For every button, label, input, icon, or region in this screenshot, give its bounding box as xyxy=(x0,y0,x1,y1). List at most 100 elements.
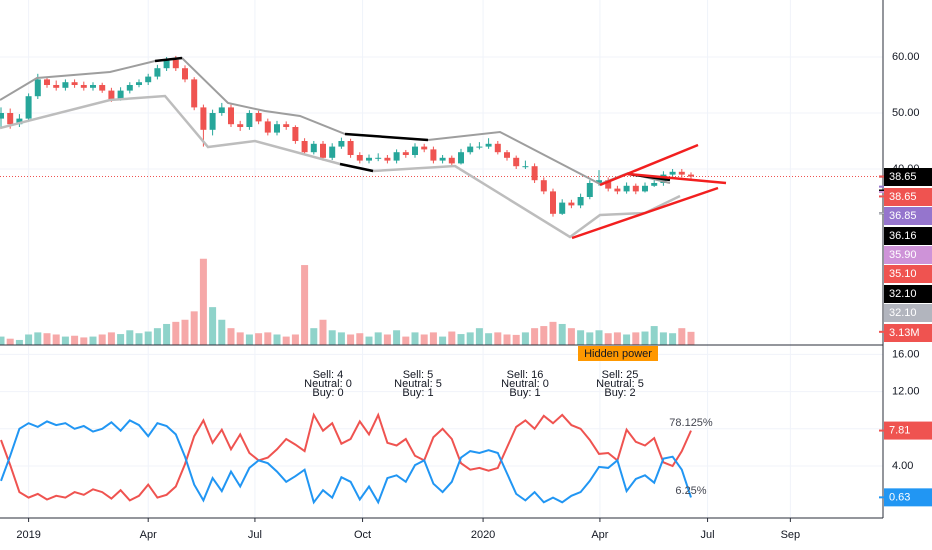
candle-body xyxy=(559,202,566,214)
candle-body xyxy=(108,90,115,100)
y-tick-label: 16.00 xyxy=(892,348,920,360)
volume-bar xyxy=(669,333,677,345)
value-label: 6.25% xyxy=(675,485,706,497)
volume-bar xyxy=(15,339,23,345)
volume-bar xyxy=(6,338,14,345)
price-marker-box xyxy=(884,168,932,186)
volume-bar xyxy=(328,330,336,345)
candle-body xyxy=(228,107,234,125)
candle-body xyxy=(237,124,244,128)
volume-bar xyxy=(236,332,244,345)
candle-body xyxy=(292,127,299,142)
volume-bar xyxy=(153,328,161,345)
black-segment xyxy=(154,56,183,63)
volume-bar xyxy=(52,334,60,345)
price-marker-box xyxy=(884,285,932,303)
candle-body xyxy=(274,124,280,133)
candle-body xyxy=(448,157,455,164)
volume-bar xyxy=(503,334,511,345)
candle-body xyxy=(0,113,4,119)
candle-body xyxy=(264,121,271,133)
volume-bar xyxy=(301,265,309,345)
trend-drawings xyxy=(0,56,727,240)
y-tick-label: 50.00 xyxy=(892,107,920,119)
candle-body xyxy=(99,85,106,91)
candle-body xyxy=(71,82,78,86)
candle-body xyxy=(540,180,547,192)
price-marker-label: 36.16 xyxy=(889,230,917,242)
price-marker-label: 32.10 xyxy=(889,288,917,300)
price-marker-box xyxy=(884,188,932,206)
volume-bar xyxy=(411,332,419,345)
price-marker-label: 38.65 xyxy=(889,191,917,203)
signal-count: Buy: 1 xyxy=(509,387,540,399)
price-marker-box xyxy=(884,227,932,245)
candle-body xyxy=(25,96,32,119)
candle-body xyxy=(688,174,694,177)
volume-bar xyxy=(264,332,272,345)
price-marker-box xyxy=(884,421,932,440)
candle-body xyxy=(678,171,685,175)
candle-body xyxy=(412,146,418,156)
candle-body xyxy=(117,90,124,100)
candle-body xyxy=(476,146,483,148)
candle-body xyxy=(301,141,308,153)
candle-body xyxy=(136,82,142,86)
signal-count: Neutral: 5 xyxy=(394,378,442,390)
candle-body xyxy=(632,185,639,192)
volume-bar xyxy=(356,333,364,345)
volume-bar xyxy=(448,331,456,345)
volume-bar xyxy=(586,332,594,345)
y-tick-label: 4.00 xyxy=(892,460,913,472)
candle-body xyxy=(126,85,133,91)
candle-body xyxy=(338,141,345,147)
price-marker-label: 38.65 xyxy=(889,171,917,183)
volume-bar xyxy=(678,328,686,345)
candle-body xyxy=(154,68,161,77)
volume-bar xyxy=(347,334,355,345)
candle-body xyxy=(531,166,538,181)
candle-body xyxy=(522,166,529,168)
candle-body xyxy=(467,146,474,153)
candle-body xyxy=(669,171,676,175)
volume-bar xyxy=(117,334,125,345)
volume-bar xyxy=(567,328,575,345)
price-marker-box xyxy=(884,265,932,283)
candle-body xyxy=(430,149,437,161)
signal-count: Neutral: 0 xyxy=(501,378,549,390)
volume-bar xyxy=(255,333,263,345)
volume-bar xyxy=(485,333,493,345)
value-label: 78.125% xyxy=(669,417,713,429)
volume-bar xyxy=(632,332,640,345)
volume-bar xyxy=(98,334,106,345)
candle-body xyxy=(421,146,428,150)
volume-bar xyxy=(558,323,566,345)
volume-bar xyxy=(494,332,502,345)
candle-body xyxy=(163,59,170,69)
price-marker-box xyxy=(884,488,932,507)
candle-body xyxy=(458,152,464,164)
candle-body xyxy=(356,155,363,161)
volume-bar xyxy=(199,258,207,345)
black-segment xyxy=(344,132,429,142)
volume-bar xyxy=(374,332,382,345)
red-trendline xyxy=(627,172,727,185)
candle-body xyxy=(605,180,612,189)
candle-body xyxy=(182,68,188,80)
volume-bar xyxy=(43,333,51,345)
volume-bar xyxy=(540,326,548,345)
volume-bar xyxy=(227,328,235,345)
indicator-line xyxy=(0,419,692,505)
price-marker-box xyxy=(884,324,932,342)
price-marker-box xyxy=(884,207,932,225)
volume-bar xyxy=(549,321,557,345)
candle-body xyxy=(642,185,648,192)
signal-count: Sell: 5 xyxy=(403,369,434,381)
signal-count: Sell: 4 xyxy=(313,369,344,381)
candle-body xyxy=(320,143,326,158)
candle-body xyxy=(384,157,391,161)
volume-bar xyxy=(181,319,189,345)
volume-bar xyxy=(107,332,115,345)
signal-count: Neutral: 5 xyxy=(596,378,644,390)
